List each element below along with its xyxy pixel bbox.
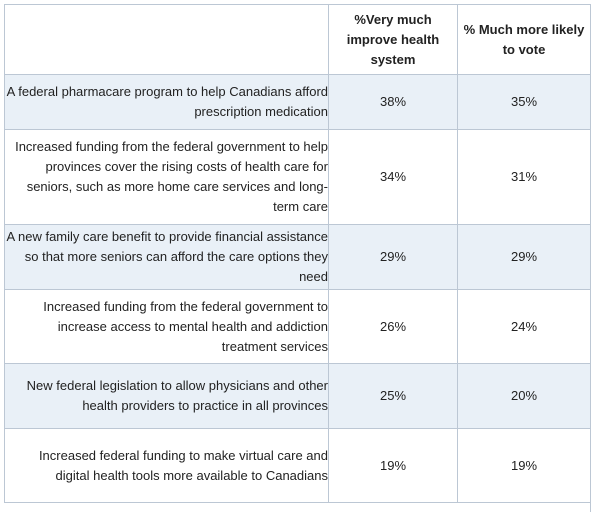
row-label: Increased funding from the federal gover… (5, 130, 329, 225)
row-label: A new family care benefit to provide fin… (5, 225, 329, 290)
row-label: New federal legislation to allow physici… (5, 364, 329, 429)
improve-value: 29% (329, 225, 458, 290)
table-edge-mark (590, 502, 593, 512)
vote-value: 19% (458, 429, 591, 503)
vote-value: 35% (458, 75, 591, 130)
table-row: Increased funding from the federal gover… (5, 130, 591, 225)
table-row: A federal pharmacare program to help Can… (5, 75, 591, 130)
row-label: Increased funding from the federal gover… (5, 290, 329, 364)
vote-value: 31% (458, 130, 591, 225)
improve-value: 34% (329, 130, 458, 225)
row-label: A federal pharmacare program to help Can… (5, 75, 329, 130)
improve-value: 38% (329, 75, 458, 130)
header-row: %Very much improve health system % Much … (5, 5, 591, 75)
table-row: Increased funding from the federal gover… (5, 290, 591, 364)
improve-value: 25% (329, 364, 458, 429)
vote-value: 24% (458, 290, 591, 364)
table-row: New federal legislation to allow physici… (5, 364, 591, 429)
table-row: Increased federal funding to make virtua… (5, 429, 591, 503)
vote-value: 20% (458, 364, 591, 429)
improve-value: 26% (329, 290, 458, 364)
header-more-likely-to-vote: % Much more likely to vote (458, 5, 591, 75)
header-blank-cell (5, 5, 329, 75)
header-improve-health-system: %Very much improve health system (329, 5, 458, 75)
improve-value: 19% (329, 429, 458, 503)
table-row: A new family care benefit to provide fin… (5, 225, 591, 290)
survey-results-table: %Very much improve health system % Much … (4, 4, 591, 503)
vote-value: 29% (458, 225, 591, 290)
row-label: Increased federal funding to make virtua… (5, 429, 329, 503)
